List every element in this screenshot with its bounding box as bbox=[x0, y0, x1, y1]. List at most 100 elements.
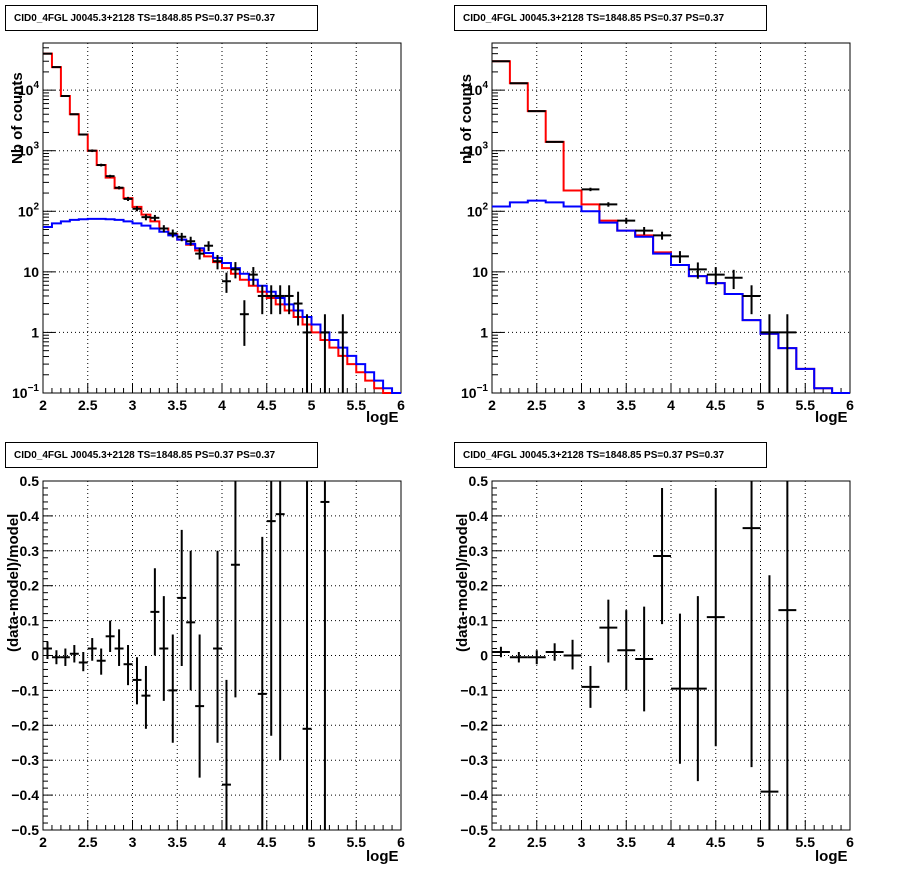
data-point bbox=[87, 149, 97, 153]
x-tick-label: 3 bbox=[129, 834, 137, 850]
y-tick-label: −0.4 bbox=[11, 787, 39, 803]
data-point bbox=[563, 639, 582, 670]
data-point bbox=[706, 487, 725, 747]
data-point bbox=[177, 529, 187, 666]
y-tick-label: −0.3 bbox=[11, 752, 39, 768]
y-tick-label: 102 bbox=[467, 201, 489, 219]
data-point bbox=[43, 52, 52, 55]
data-point bbox=[87, 638, 97, 661]
x-axis-label: logE bbox=[366, 409, 399, 426]
y-tick-label: −0.4 bbox=[460, 787, 488, 803]
data-point bbox=[213, 550, 222, 743]
data-point bbox=[581, 187, 600, 192]
data-point bbox=[69, 113, 79, 116]
data-point bbox=[60, 648, 70, 666]
data-point bbox=[527, 650, 546, 665]
data-point bbox=[195, 247, 205, 260]
x-tick-label: 3.5 bbox=[168, 834, 188, 850]
data-point bbox=[599, 202, 618, 207]
chart-title: CID0_4FGL J0045.3+2128 TS=1848.85 PS=0.3… bbox=[454, 5, 767, 31]
x-tick-label: 4.5 bbox=[257, 834, 277, 850]
y-tick-label: 0.5 bbox=[20, 473, 40, 489]
y-tick-label: 10 bbox=[23, 264, 39, 280]
data-point bbox=[141, 214, 151, 221]
data-point bbox=[186, 550, 196, 691]
data-point bbox=[492, 60, 510, 63]
data-point bbox=[43, 641, 52, 659]
data-point bbox=[51, 650, 61, 665]
x-tick-label: 6 bbox=[846, 397, 854, 413]
x-tick-label: 4 bbox=[667, 834, 675, 850]
y-tick-label: 0.1 bbox=[20, 613, 40, 629]
data-point bbox=[581, 665, 600, 708]
x-tick-label: 5.5 bbox=[347, 834, 367, 850]
x-tick-label: 5 bbox=[308, 834, 316, 850]
data-point bbox=[688, 262, 707, 279]
y-tick-label: 10−1 bbox=[12, 383, 39, 401]
data-point bbox=[509, 82, 528, 85]
y-tick-label: 0.4 bbox=[469, 508, 489, 524]
x-tick-label: 3 bbox=[578, 834, 586, 850]
y-axis-label: Nb of counts bbox=[9, 72, 26, 164]
data-point bbox=[724, 269, 743, 290]
x-tick-label: 2.5 bbox=[527, 834, 547, 850]
x-tick-label: 2 bbox=[39, 397, 47, 413]
x-tick-label: 5 bbox=[308, 397, 316, 413]
data-point bbox=[150, 214, 160, 222]
x-tick-label: 3.5 bbox=[617, 834, 637, 850]
x-tick-label: 3 bbox=[578, 397, 586, 413]
data-point bbox=[230, 481, 240, 698]
chart-panel: 2 2.5 3 3.5 4 4.5 5 5.5 6 −0.5 −0.4 −0.3 −0.2 −0.1 0 0.… bbox=[460, 473, 854, 850]
x-tick-label: 3 bbox=[129, 397, 137, 413]
data-point bbox=[60, 95, 70, 98]
x-tick-label: 2.5 bbox=[527, 397, 547, 413]
x-tick-label: 2.5 bbox=[78, 397, 98, 413]
x-axis-label: logE bbox=[815, 409, 848, 426]
data-point bbox=[78, 133, 88, 136]
data-point bbox=[257, 536, 267, 830]
data-point bbox=[492, 646, 510, 658]
x-tick-label: 2 bbox=[488, 397, 496, 413]
data-point bbox=[275, 285, 285, 315]
data-point bbox=[302, 314, 312, 393]
x-tick-label: 4 bbox=[218, 397, 226, 413]
data-point bbox=[266, 285, 276, 315]
data-point bbox=[635, 606, 654, 712]
data-point bbox=[177, 232, 187, 242]
data-point bbox=[284, 285, 294, 315]
x-tick-label: 5.5 bbox=[347, 397, 367, 413]
data-point bbox=[230, 262, 240, 279]
data-point bbox=[195, 634, 205, 778]
y-tick-label: 0 bbox=[31, 648, 39, 664]
y-tick-label: −0.2 bbox=[460, 717, 488, 733]
data-point bbox=[527, 110, 546, 113]
data-point bbox=[688, 596, 707, 782]
y-tick-label: 0.1 bbox=[469, 613, 489, 629]
y-tick-label: 0.5 bbox=[469, 473, 489, 489]
x-tick-label: 4.5 bbox=[257, 397, 277, 413]
data-point bbox=[132, 657, 142, 705]
x-tick-label: 6 bbox=[397, 834, 405, 850]
y-tick-label: 10−1 bbox=[461, 383, 488, 401]
data-point bbox=[706, 267, 725, 286]
data-point bbox=[293, 291, 303, 326]
data-point bbox=[123, 196, 133, 201]
y-tick-label: 10 bbox=[472, 264, 488, 280]
x-tick-label: 2.5 bbox=[78, 834, 98, 850]
chart-title: CID0_4FGL J0045.3+2128 TS=1848.85 PS=0.3… bbox=[5, 442, 318, 468]
data-point bbox=[168, 634, 178, 743]
x-tick-label: 2 bbox=[488, 834, 496, 850]
data-point bbox=[653, 487, 671, 625]
x-tick-label: 6 bbox=[397, 397, 405, 413]
y-tick-label: 0.4 bbox=[20, 508, 40, 524]
data-point bbox=[671, 613, 689, 764]
y-axis-label: (data-model)/model bbox=[5, 513, 22, 652]
x-tick-label: 6 bbox=[846, 834, 854, 850]
data-point bbox=[266, 481, 276, 736]
data-point bbox=[760, 575, 779, 830]
data-point bbox=[742, 285, 761, 315]
chart-title: CID0_4FGL J0045.3+2128 TS=1848.85 PS=0.3… bbox=[5, 5, 318, 31]
data-point bbox=[159, 596, 169, 701]
